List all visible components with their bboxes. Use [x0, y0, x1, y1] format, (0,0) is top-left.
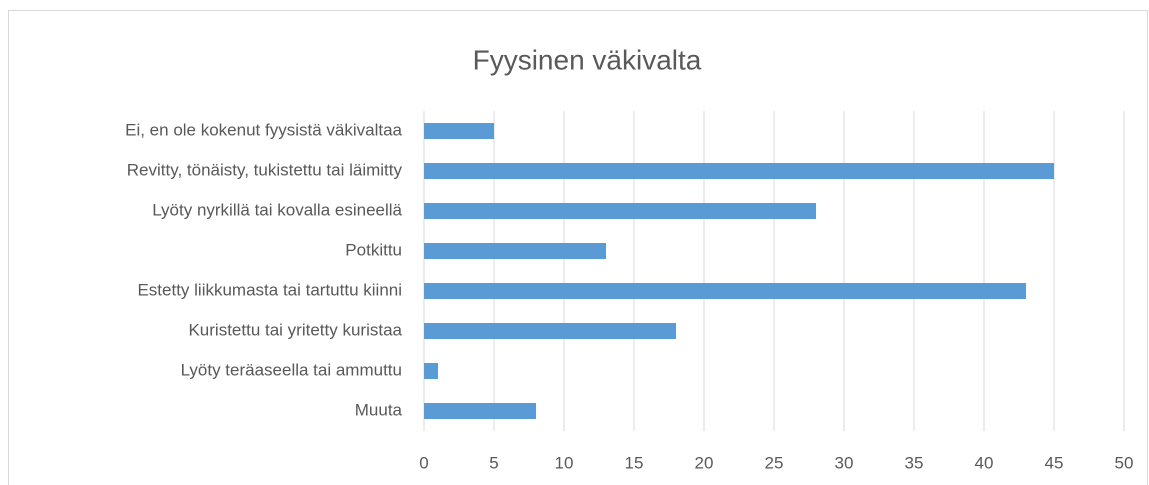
bar: [424, 403, 536, 419]
bar: [424, 203, 816, 219]
x-tick-label: 0: [419, 453, 428, 472]
bar: [424, 123, 494, 139]
x-tick-label: 5: [489, 453, 498, 472]
y-tick-label: Kuristettu tai yritetty kuristaa: [188, 320, 402, 339]
y-tick-label: Ei, en ole kokenut fyysistä väkivaltaa: [125, 120, 402, 139]
y-tick-label: Estetty liikkumasta tai tartuttu kiinni: [137, 280, 402, 299]
y-tick-label: Lyöty teräaseella tai ammuttu: [181, 360, 402, 379]
bar: [424, 283, 1026, 299]
x-tick-label: 35: [905, 453, 924, 472]
bar: [424, 163, 1054, 179]
bar: [424, 363, 438, 379]
y-tick-label: Lyöty nyrkillä tai kovalla esineellä: [152, 200, 402, 219]
x-tick-label: 25: [765, 453, 784, 472]
y-tick-label: Muuta: [355, 400, 403, 419]
x-tick-label: 50: [1115, 453, 1134, 472]
bar: [424, 323, 676, 339]
x-tick-label: 20: [695, 453, 714, 472]
chart-title: Fyysinen väkivalta: [473, 44, 702, 75]
x-tick-label: 45: [1045, 453, 1064, 472]
bar: [424, 243, 606, 259]
x-tick-label: 10: [555, 453, 574, 472]
x-tick-label: 40: [975, 453, 994, 472]
y-tick-label: Revitty, tönäisty, tukistettu tai läimit…: [127, 160, 403, 179]
x-tick-label: 15: [625, 453, 644, 472]
x-tick-label: 30: [835, 453, 854, 472]
y-tick-label: Potkittu: [345, 240, 402, 259]
